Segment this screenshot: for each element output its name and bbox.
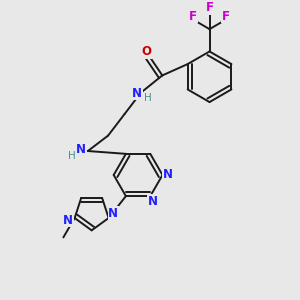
- Text: N: N: [148, 195, 158, 208]
- Text: H: H: [145, 93, 152, 103]
- Text: N: N: [108, 207, 118, 220]
- Text: F: F: [206, 1, 214, 14]
- Text: N: N: [132, 87, 142, 100]
- Text: F: F: [222, 10, 230, 22]
- Text: N: N: [63, 214, 73, 227]
- Text: F: F: [189, 10, 197, 22]
- Text: O: O: [141, 45, 151, 58]
- Text: N: N: [163, 168, 172, 181]
- Text: H: H: [68, 152, 75, 161]
- Text: N: N: [76, 143, 85, 156]
